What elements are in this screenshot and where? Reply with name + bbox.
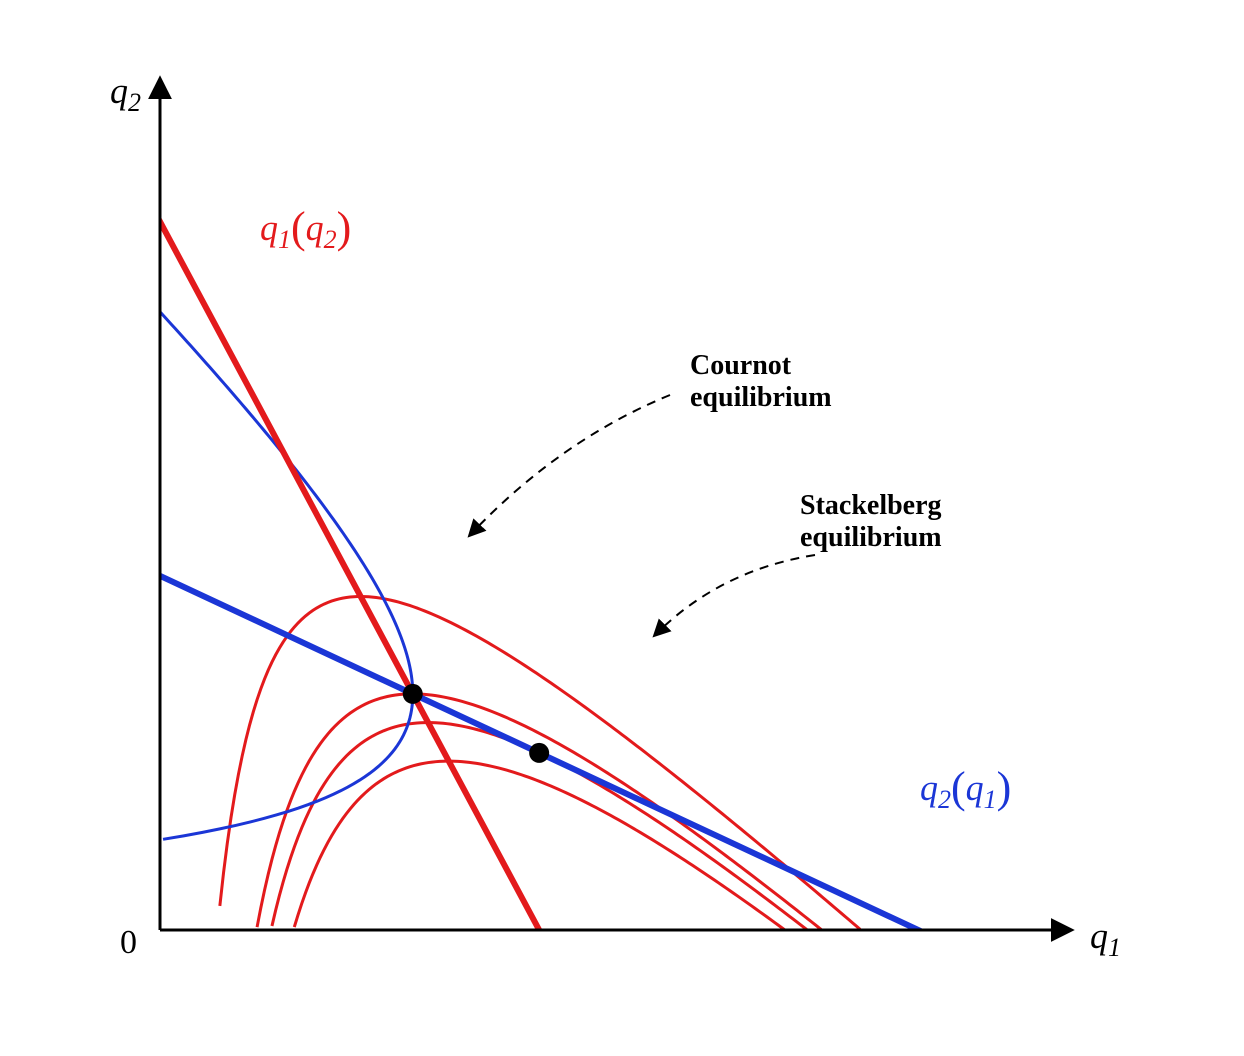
origin-label: 0 (120, 924, 137, 962)
reaction-line-firm2 (160, 576, 949, 944)
stackelberg-label: Stackelbergequilibrium (800, 490, 942, 554)
red-reaction-label: q1(q2) (260, 200, 351, 255)
cournot-point (403, 684, 423, 704)
cournot-arrow (470, 395, 670, 535)
stackelberg-arrow (655, 555, 815, 635)
cournot-label: Cournotequilibrium (690, 350, 832, 414)
isoprofit-firm2 (159, 311, 413, 840)
stackelberg-point (529, 743, 549, 763)
plot-svg (0, 0, 1244, 1056)
blue-reaction-label: q2(q1) (920, 760, 1011, 815)
y-axis-label: q2 (110, 70, 141, 118)
reaction-line-firm1 (137, 179, 539, 930)
diagram-container: q2 q1 0 q1(q2) q2(q1) Cournotequilibrium… (0, 0, 1244, 1056)
x-axis-label: q1 (1090, 915, 1121, 963)
